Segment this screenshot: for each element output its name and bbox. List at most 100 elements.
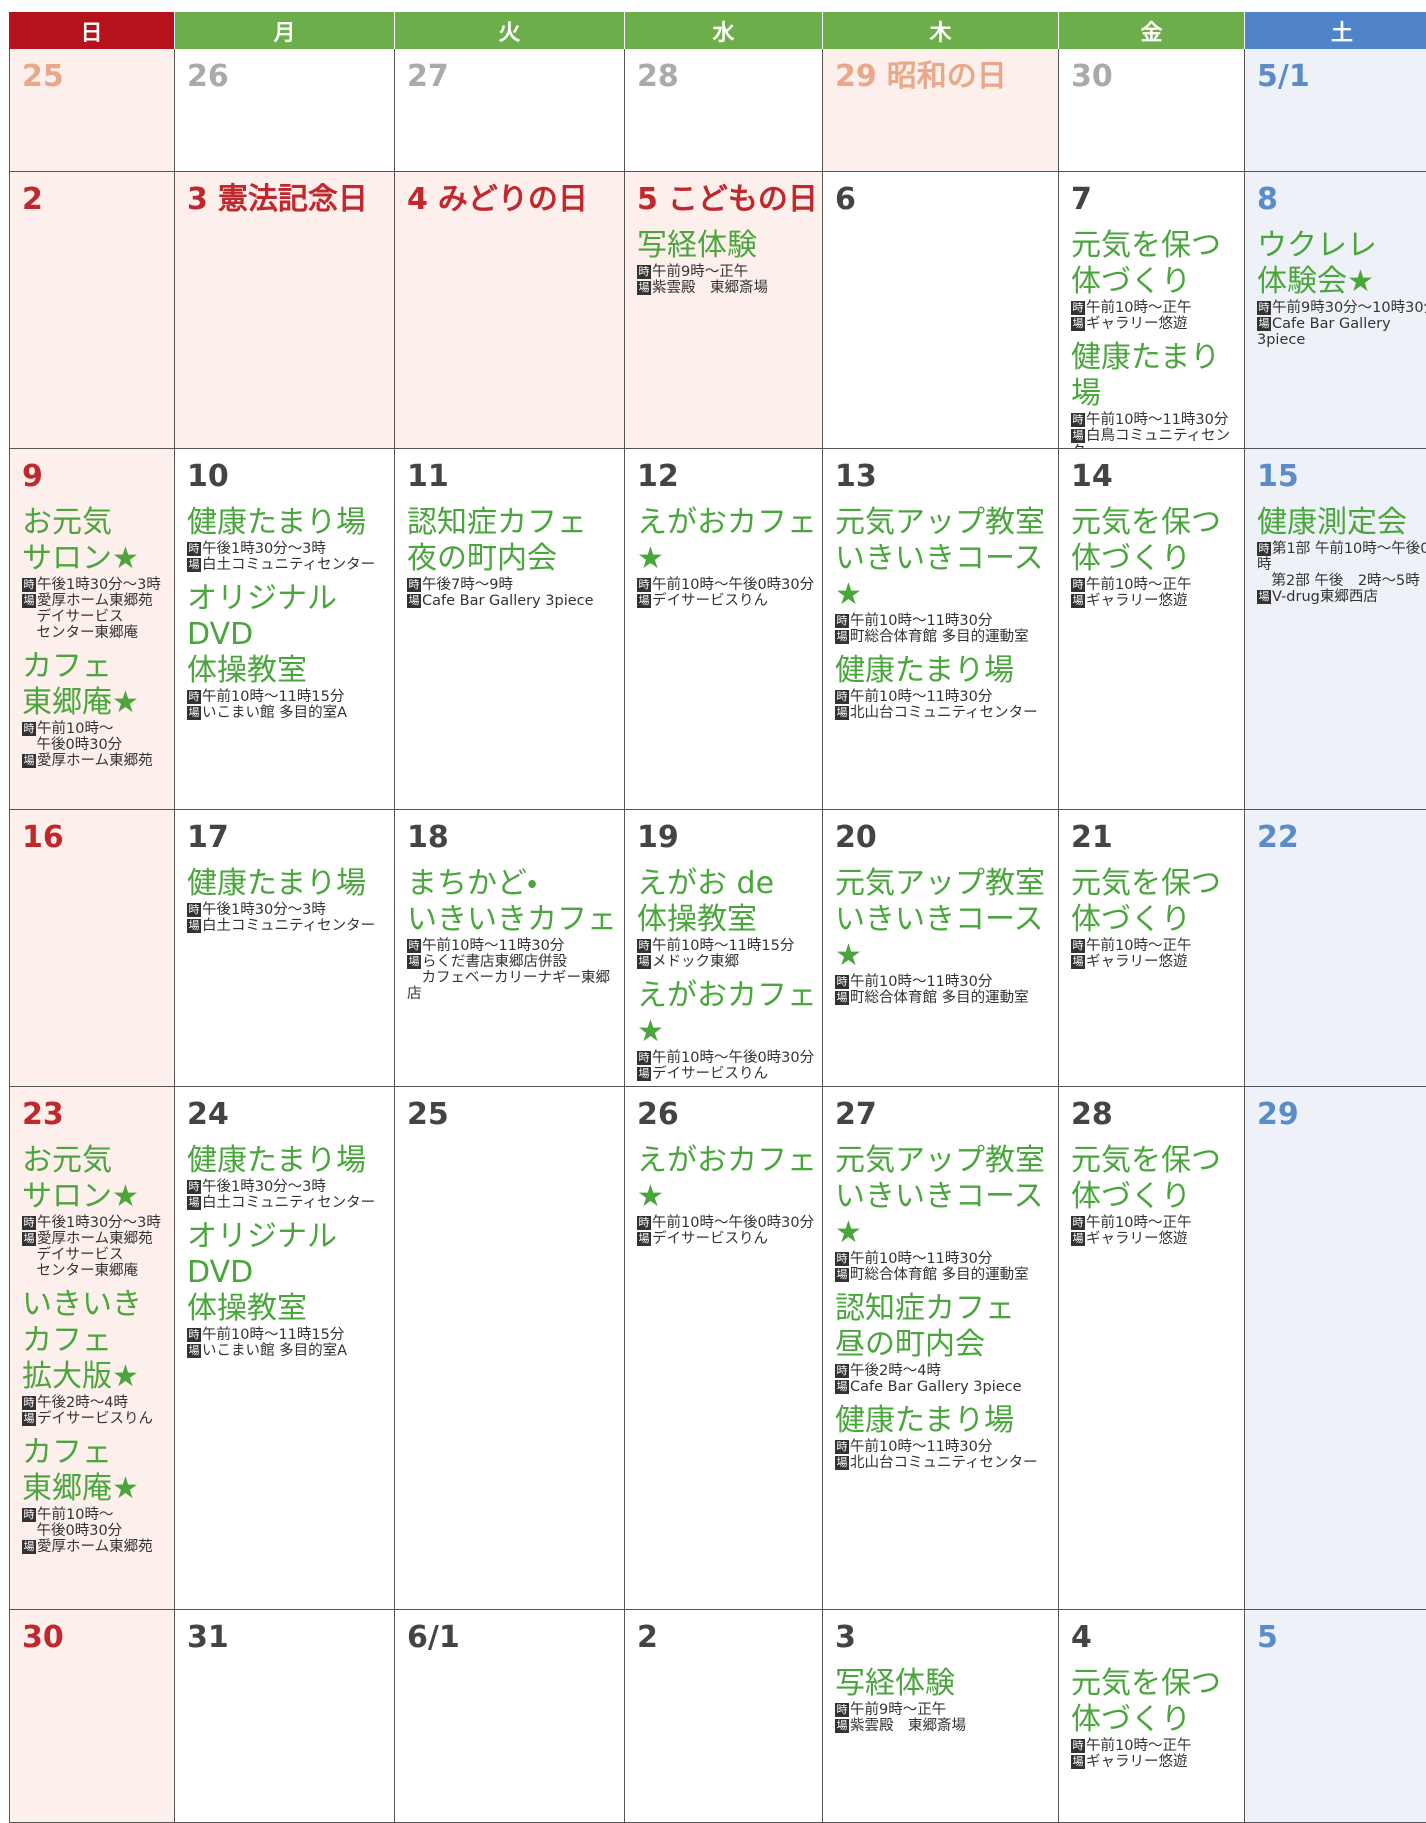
event-time: 時第1部 午前10時～午後0時 第2部 午後 2時～5時	[1257, 541, 1426, 589]
date-number: 13	[835, 459, 877, 494]
event-place: 場ギャラリー悠遊	[1071, 954, 1244, 970]
date-line: 5/1	[1257, 57, 1426, 97]
event-time: 時午後2時～4時	[835, 1363, 1058, 1379]
date-line: 11	[407, 457, 624, 497]
event-title: 元気アップ教室 いきいきコース★	[835, 1143, 1045, 1250]
date-number: 12	[637, 459, 679, 494]
day-cell: 18 まちかど・ いきいきカフェ時午前10時～11時30分場らくだ書店東郷店併設 …	[395, 810, 625, 1087]
event-time: 時午前10時～11時15分	[187, 1327, 394, 1343]
date-line: 28	[637, 57, 822, 97]
event-time: 時午前10時～正午	[1071, 1215, 1244, 1231]
day-cell: 2	[625, 1610, 823, 1823]
time-icon: 時	[835, 1703, 849, 1717]
event-title: オリジナルDVD 体操教室	[187, 581, 337, 688]
place-icon: 場	[407, 594, 421, 608]
event-place: 場ギャラリー悠遊	[1071, 316, 1244, 332]
event-time: 時午前9時～正午	[637, 264, 822, 280]
time-text: 午前10時～11時15分	[202, 689, 345, 705]
day-cell: 29 昭和の日	[823, 49, 1059, 172]
date-line: 29 昭和の日	[835, 57, 1058, 97]
date-line: 20	[835, 818, 1058, 858]
holiday-name: 憲法記念日	[217, 182, 368, 217]
day-cell: 2	[9, 172, 175, 449]
day-cell: 4 みどりの日	[395, 172, 625, 449]
event-place: 場愛厚ホーム東郷苑	[22, 1539, 174, 1555]
place-icon: 場	[1257, 590, 1271, 604]
time-text: 午後1時30分～3時	[37, 1215, 161, 1231]
event: 元気を保つ 体づくり時午前10時～正午場ギャラリー悠遊	[1071, 1143, 1244, 1247]
place-text: 紫雲殿 東郷斎場	[652, 280, 768, 296]
place-icon: 場	[22, 1540, 36, 1554]
date-number: 7	[1071, 182, 1092, 217]
holiday-name: みどりの日	[437, 182, 588, 217]
date-line: 29	[1257, 1095, 1426, 1135]
event: 健康測定会時第1部 午前10時～午後0時 第2部 午後 2時～5時場 V-drug…	[1257, 505, 1426, 605]
event-title: 認知症カフェ 夜の町内会	[407, 505, 587, 576]
time-text: 午前10時～正午	[1086, 1215, 1192, 1231]
weekday-header: 金	[1059, 12, 1245, 49]
event-title: 写経体験	[637, 228, 757, 263]
event-title: お元気 サロン★	[22, 1143, 139, 1214]
event-place: 場北山台コミュニティセンター	[835, 705, 1058, 721]
event-time: 時午後1時30分～3時	[22, 1215, 174, 1231]
time-icon: 時	[187, 903, 201, 917]
event: 健康たまり場時午後1時30分～3時場白土コミュニティセンター	[187, 866, 394, 934]
date-line: 18	[407, 818, 624, 858]
place-text: 町総合体育館 多目的運動室	[850, 1267, 1029, 1283]
event: えがお de 体操教室時午前10時～11時15分場メドック東郷	[637, 866, 822, 970]
date-line: 13	[835, 457, 1058, 497]
time-icon: 時	[1071, 413, 1085, 427]
date-number: 11	[407, 459, 449, 494]
date-number: 5	[1257, 1620, 1278, 1655]
time-text: 午前10時～ 午後0時30分	[36, 1507, 123, 1539]
event: 写経体験時午前9時～正午場紫雲殿 東郷斎場	[637, 228, 822, 296]
time-text: 午前10時～11時30分	[850, 974, 993, 990]
place-icon: 場	[1071, 594, 1085, 608]
weekday-header: 土	[1245, 12, 1426, 49]
event-place: 場白鳥コミュニティセンター	[1071, 428, 1244, 448]
time-icon: 時	[637, 939, 651, 953]
event: オリジナルDVD 体操教室時午前10時～11時15分場いこまい館 多目的室A	[187, 1219, 394, 1359]
date-line: 30	[22, 1618, 174, 1658]
day-cell: 3 写経体験時午前9時～正午場紫雲殿 東郷斎場	[823, 1610, 1059, 1823]
event-place: 場ギャラリー悠遊	[1071, 1231, 1244, 1247]
day-cell: 6	[823, 172, 1059, 449]
event: 健康たまり場時午後1時30分～3時場白土コミュニティセンター	[187, 1143, 394, 1211]
date-number: 25	[407, 1097, 449, 1132]
event-title: えがお de 体操教室	[637, 866, 775, 937]
event: いきいき カフェ 拡大版★ 時午後2時～4時場デイサービスりん	[22, 1287, 174, 1427]
event-time: 時午後1時30分～3時	[187, 541, 394, 557]
date-number: 3	[187, 182, 208, 217]
day-cell: 9 お元気 サロン★ 時午後1時30分～3時場愛厚ホーム東郷苑 デイサービス センタ…	[9, 449, 175, 810]
place-text: らくだ書店東郷店併設 カフェベーカリーナギー東郷店	[407, 954, 610, 1002]
date-number: 23	[22, 1097, 64, 1132]
date-line: 10	[187, 457, 394, 497]
date-number: 22	[1257, 820, 1299, 855]
time-icon: 時	[22, 1508, 36, 1522]
time-text: 午前10時～正午	[1086, 938, 1192, 954]
place-icon: 場	[1071, 1232, 1085, 1246]
date-number: 29	[1257, 1097, 1299, 1132]
date-number: 17	[187, 820, 229, 855]
place-icon: 場	[835, 1719, 849, 1733]
date-line: 5	[1257, 1618, 1426, 1658]
event: 元気アップ教室 いきいきコース★ 時午前10時～11時30分場町総合体育館 多目的…	[835, 1143, 1058, 1283]
date-number: 28	[1071, 1097, 1113, 1132]
date-line: 3	[835, 1618, 1058, 1658]
time-icon: 時	[407, 939, 421, 953]
date-line: 30	[1071, 57, 1244, 97]
time-text: 午前10時～ 午後0時30分	[36, 721, 123, 753]
place-text: 白土コミュニティセンター	[202, 1195, 376, 1211]
date-number: 14	[1071, 459, 1113, 494]
weekday-header: 水	[625, 12, 823, 49]
date-line: 12	[637, 457, 822, 497]
date-number: 8	[1257, 182, 1278, 217]
event-time: 時午前10時～ 午後0時30分	[22, 1507, 174, 1539]
place-text: いこまい館 多目的室A	[202, 1343, 348, 1359]
time-icon: 時	[637, 265, 651, 279]
place-icon: 場	[835, 1268, 849, 1282]
event-time: 時午前10時～午後0時30分	[637, 1050, 822, 1066]
time-icon: 時	[187, 542, 201, 556]
date-line: 17	[187, 818, 394, 858]
time-icon: 時	[637, 1216, 651, 1230]
